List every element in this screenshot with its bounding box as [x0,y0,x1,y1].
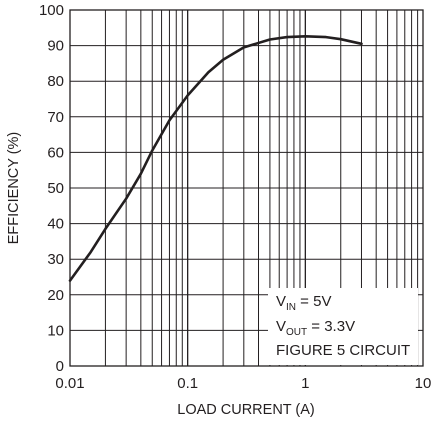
y-tick-label: 70 [47,109,64,126]
annotation-circuit: FIGURE 5 CIRCUIT [276,342,410,359]
y-axis-title: EFFICIENCY (%) [6,132,22,245]
y-tick-label: 60 [47,144,64,161]
y-tick-label: 80 [47,73,64,90]
x-tick-labels: 0.01 0.1 1 10 [55,375,431,392]
annotation-vin: VIN = 5V [276,293,331,313]
x-tick-label: 0.1 [177,375,198,392]
vout-value: = 3.3V [307,318,355,335]
y-tick-labels: 0 10 20 30 40 50 60 70 80 90 100 [39,2,64,375]
y-tick-label: 100 [39,2,64,19]
y-tick-label: 90 [47,38,64,55]
y-tick-label: 40 [47,216,64,233]
y-tick-label: 10 [47,322,64,339]
x-tick-label: 0.01 [55,375,84,392]
vin-subscript: IN [286,302,296,313]
x-tick-label: 10 [415,375,432,392]
major-gridlines [70,10,423,366]
vin-value: = 5V [296,293,331,310]
vout-subscript: OUT [286,327,307,338]
vout-symbol: V [276,318,286,335]
series-line [68,35,363,282]
y-tick-label: 50 [47,180,64,197]
x-axis-title: LOAD CURRENT (A) [177,402,315,418]
vin-symbol: V [276,293,286,310]
y-tick-label: 20 [47,287,64,304]
y-tick-label: 0 [56,358,64,375]
x-tick-label: 1 [301,375,309,392]
y-tick-label: 30 [47,251,64,268]
plot-frame [69,9,424,367]
annotation-vout: VOUT = 3.3V [276,318,355,338]
annotation-box [268,288,418,365]
